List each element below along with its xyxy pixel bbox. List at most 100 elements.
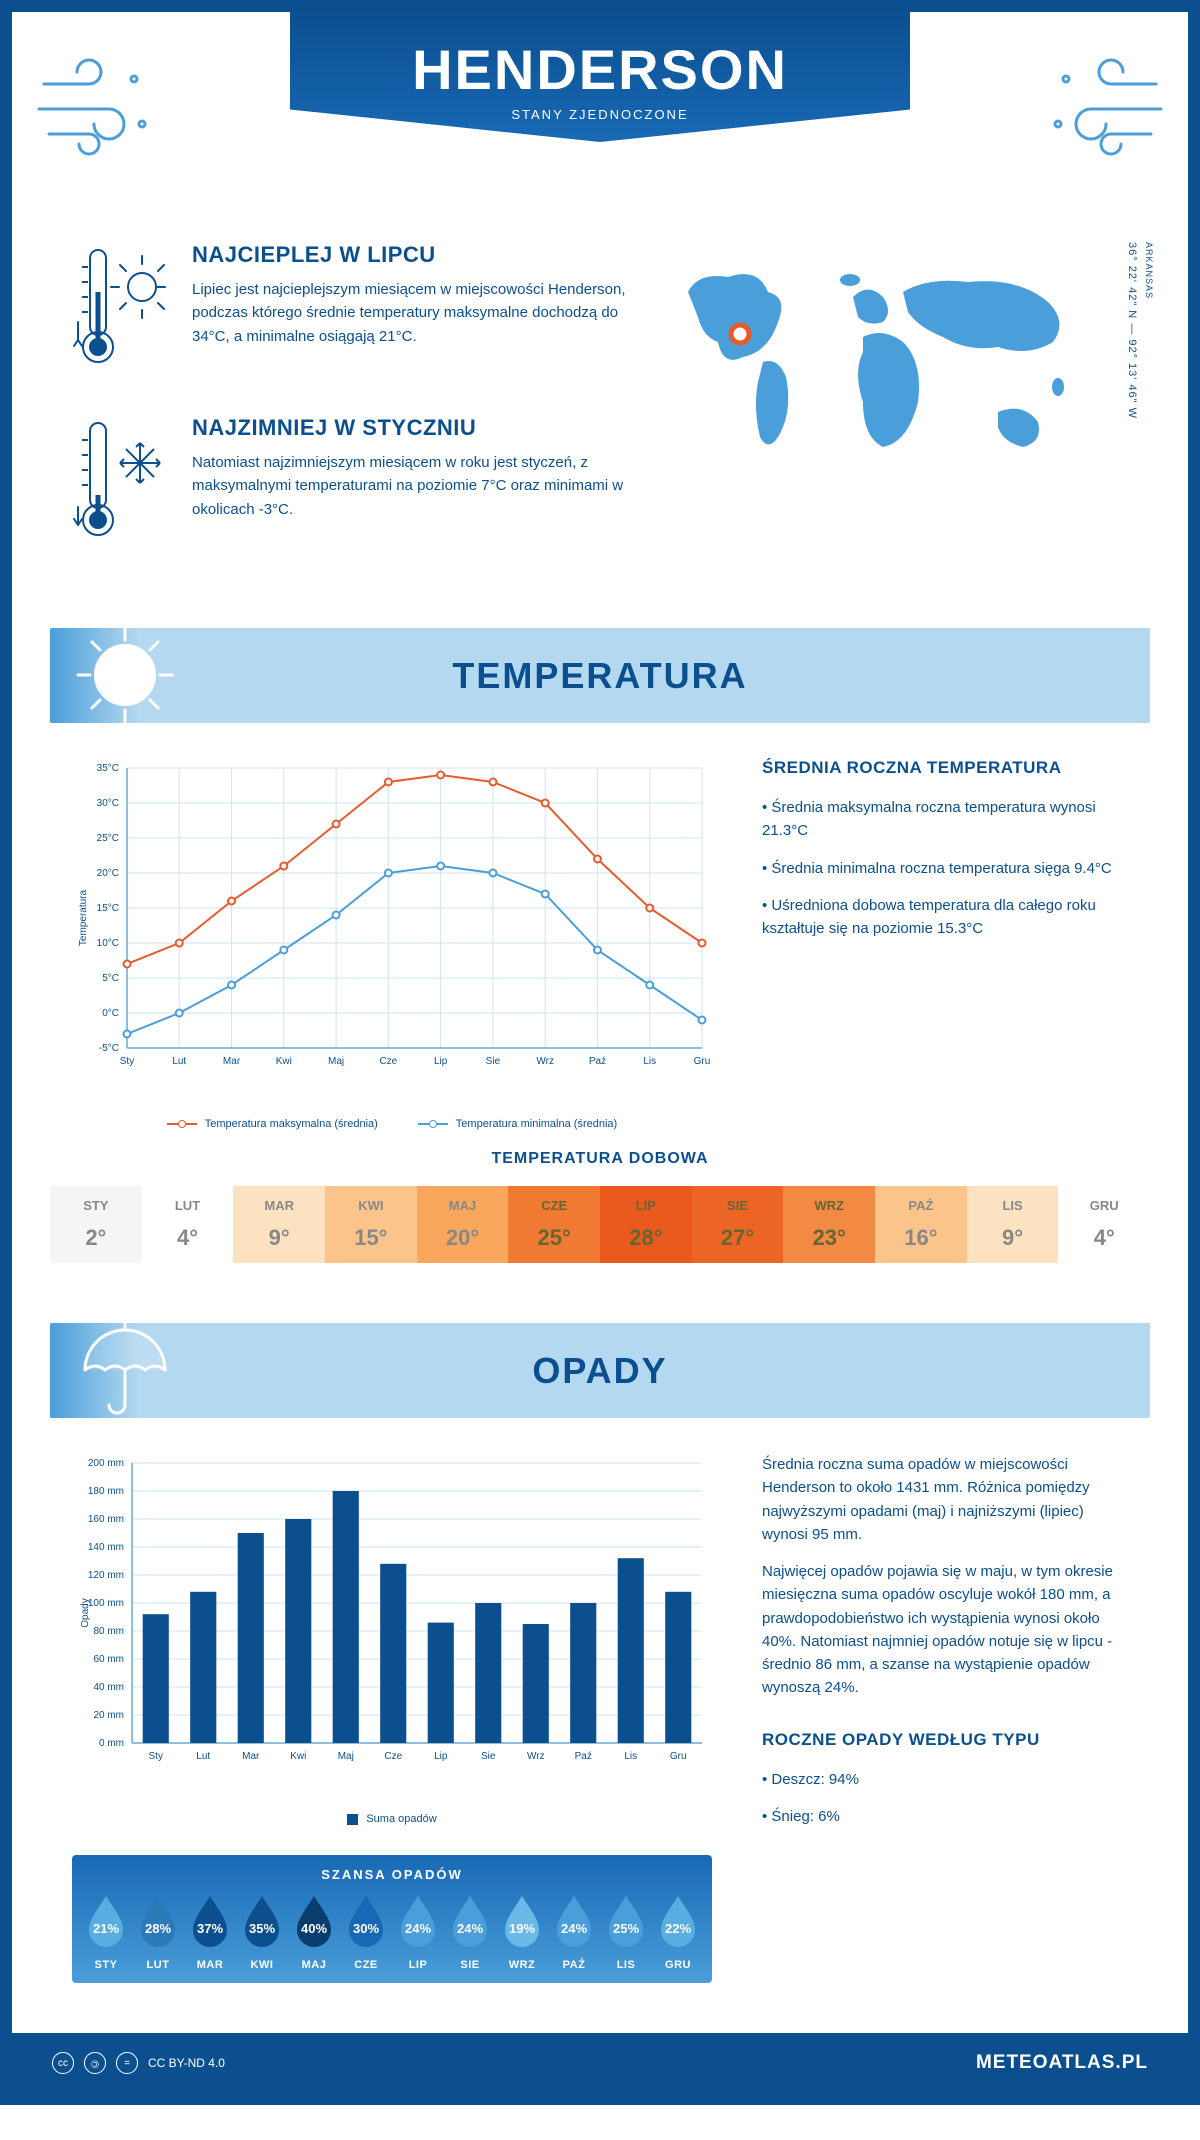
- by-icon: 🄯: [84, 2052, 106, 2074]
- daily-temp-table: STY2°LUT4°MAR9°KWI15°MAJ20°CZE25°LIP28°S…: [50, 1186, 1150, 1263]
- svg-text:Kwi: Kwi: [276, 1056, 292, 1067]
- daily-temp-cell: LIP28°: [600, 1186, 692, 1263]
- warm-title: NAJCIEPLEJ W LIPCU: [192, 242, 628, 268]
- precip-chance-drop: 21%STY: [83, 1892, 129, 1971]
- precip-type-title: ROCZNE OPADY WEDŁUG TYPU: [762, 1730, 1128, 1750]
- svg-text:160 mm: 160 mm: [88, 1514, 124, 1525]
- title-ribbon: HENDERSON STANY ZJEDNOCZONE: [290, 12, 910, 142]
- daily-temp-cell: SIE27°: [692, 1186, 784, 1263]
- footer: cc 🄯 = CC BY-ND 4.0 METEOATLAS.PL: [12, 2033, 1188, 2093]
- svg-text:5°C: 5°C: [102, 973, 119, 984]
- daily-temp-cell: PAŹ16°: [875, 1186, 967, 1263]
- thermometer-cold-icon: [72, 415, 172, 550]
- precip-chance-drop: 40%MAJ: [291, 1892, 337, 1971]
- svg-text:Sie: Sie: [481, 1751, 496, 1762]
- svg-text:21%: 21%: [93, 1921, 119, 1936]
- svg-text:Lut: Lut: [172, 1056, 186, 1067]
- precip-chance-drop: 24%PAŹ: [551, 1892, 597, 1971]
- temperature-chart: -5°C0°C5°C10°C15°C20°C25°C30°C35°CStyLut…: [72, 758, 712, 1130]
- svg-text:25°C: 25°C: [97, 833, 119, 844]
- svg-text:Wrz: Wrz: [527, 1751, 545, 1762]
- daily-temp-cell: LUT4°: [142, 1186, 234, 1263]
- precip-chance-drop: 30%CZE: [343, 1892, 389, 1971]
- temperature-header: TEMPERATURA: [50, 628, 1150, 723]
- svg-text:Opady: Opady: [80, 1598, 91, 1627]
- svg-text:Cze: Cze: [384, 1751, 402, 1762]
- precip-para-1: Średnia roczna suma opadów w miejscowośc…: [762, 1453, 1128, 1546]
- svg-text:Sty: Sty: [149, 1751, 163, 1762]
- svg-text:28%: 28%: [145, 1921, 171, 1936]
- svg-text:Paź: Paź: [589, 1056, 606, 1067]
- daily-temp-cell: GRU4°: [1058, 1186, 1150, 1263]
- precip-type-bullet: Śnieg: 6%: [762, 1805, 1128, 1828]
- thermometer-hot-icon: [72, 242, 172, 377]
- svg-text:22%: 22%: [665, 1921, 691, 1936]
- legend-precip: Suma opadów: [347, 1813, 436, 1825]
- svg-text:Lis: Lis: [624, 1751, 637, 1762]
- header: HENDERSON STANY ZJEDNOCZONE: [12, 12, 1188, 212]
- svg-text:15°C: 15°C: [97, 903, 119, 914]
- svg-text:25%: 25%: [613, 1921, 639, 1936]
- svg-text:Maj: Maj: [338, 1751, 354, 1762]
- daily-temp-cell: MAJ20°: [417, 1186, 509, 1263]
- license-text: CC BY-ND 4.0: [148, 2056, 225, 2070]
- svg-text:Gru: Gru: [670, 1751, 687, 1762]
- region-label: ARKANSAS: [1144, 242, 1154, 299]
- svg-text:Gru: Gru: [694, 1056, 711, 1067]
- legend-min: Temperatura minimalna (średnia): [418, 1118, 617, 1130]
- svg-text:Mar: Mar: [242, 1751, 260, 1762]
- svg-text:20 mm: 20 mm: [93, 1710, 124, 1721]
- svg-text:Lip: Lip: [434, 1056, 448, 1067]
- daily-temp-cell: MAR9°: [233, 1186, 325, 1263]
- svg-text:30%: 30%: [353, 1921, 379, 1936]
- coordinates: 36° 22' 42" N — 92° 13' 46" W: [1126, 242, 1138, 419]
- daily-temp-cell: CZE25°: [508, 1186, 600, 1263]
- intro-section: NAJCIEPLEJ W LIPCU Lipiec jest najcieple…: [12, 212, 1188, 608]
- umbrella-icon: [70, 1315, 180, 1430]
- svg-text:Sie: Sie: [486, 1056, 501, 1067]
- svg-text:Lut: Lut: [196, 1751, 210, 1762]
- precipitation-title: OPADY: [50, 1323, 1150, 1418]
- precip-chance-drop: 19%WRZ: [499, 1892, 545, 1971]
- precip-chance-drop: 28%LUT: [135, 1892, 181, 1971]
- precip-chance-drop: 22%GRU: [655, 1892, 701, 1971]
- cold-title: NAJZIMNIEJ W STYCZNIU: [192, 415, 628, 441]
- wind-icon: [34, 54, 164, 169]
- page-subtitle: STANY ZJEDNOCZONE: [290, 107, 910, 122]
- chance-title: SZANSA OPADÓW: [72, 1855, 712, 1892]
- svg-text:180 mm: 180 mm: [88, 1486, 124, 1497]
- precip-chance-drop: 35%KWI: [239, 1892, 285, 1971]
- cc-icon: cc: [52, 2052, 74, 2074]
- svg-text:30°C: 30°C: [97, 798, 119, 809]
- svg-text:40 mm: 40 mm: [93, 1682, 124, 1693]
- precip-chance-drop: 24%SIE: [447, 1892, 493, 1971]
- precip-chance-drop: 25%LIS: [603, 1892, 649, 1971]
- warm-text: Lipiec jest najcieplejszym miesiącem w m…: [192, 278, 628, 348]
- precip-para-2: Najwięcej opadów pojawia się w maju, w t…: [762, 1560, 1128, 1700]
- svg-text:24%: 24%: [561, 1921, 587, 1936]
- svg-text:Maj: Maj: [328, 1056, 344, 1067]
- cold-text: Natomiast najzimniejszym miesiącem w rok…: [192, 451, 628, 521]
- temp-bullet: Średnia maksymalna roczna temperatura wy…: [762, 796, 1128, 843]
- precipitation-chart: 0 mm20 mm40 mm60 mm80 mm100 mm120 mm140 …: [72, 1453, 712, 1793]
- svg-text:35°C: 35°C: [97, 763, 119, 774]
- svg-text:200 mm: 200 mm: [88, 1458, 124, 1469]
- svg-text:-5°C: -5°C: [99, 1043, 119, 1054]
- svg-text:24%: 24%: [457, 1921, 483, 1936]
- annual-temp-title: ŚREDNIA ROCZNA TEMPERATURA: [762, 758, 1128, 778]
- svg-text:Lis: Lis: [643, 1056, 656, 1067]
- svg-text:140 mm: 140 mm: [88, 1542, 124, 1553]
- precip-type-bullet: Deszcz: 94%: [762, 1768, 1128, 1791]
- temp-bullet: Średnia minimalna roczna temperatura się…: [762, 857, 1128, 880]
- svg-text:40%: 40%: [301, 1921, 327, 1936]
- temperature-title: TEMPERATURA: [50, 628, 1150, 723]
- svg-text:0 mm: 0 mm: [99, 1738, 124, 1749]
- svg-text:24%: 24%: [405, 1921, 431, 1936]
- svg-text:Mar: Mar: [223, 1056, 241, 1067]
- svg-text:0°C: 0°C: [102, 1008, 119, 1019]
- svg-text:37%: 37%: [197, 1921, 223, 1936]
- svg-text:20°C: 20°C: [97, 868, 119, 879]
- svg-text:60 mm: 60 mm: [93, 1654, 124, 1665]
- cold-block: NAJZIMNIEJ W STYCZNIU Natomiast najzimni…: [72, 415, 628, 550]
- temp-bullet: Uśredniona dobowa temperatura dla całego…: [762, 894, 1128, 941]
